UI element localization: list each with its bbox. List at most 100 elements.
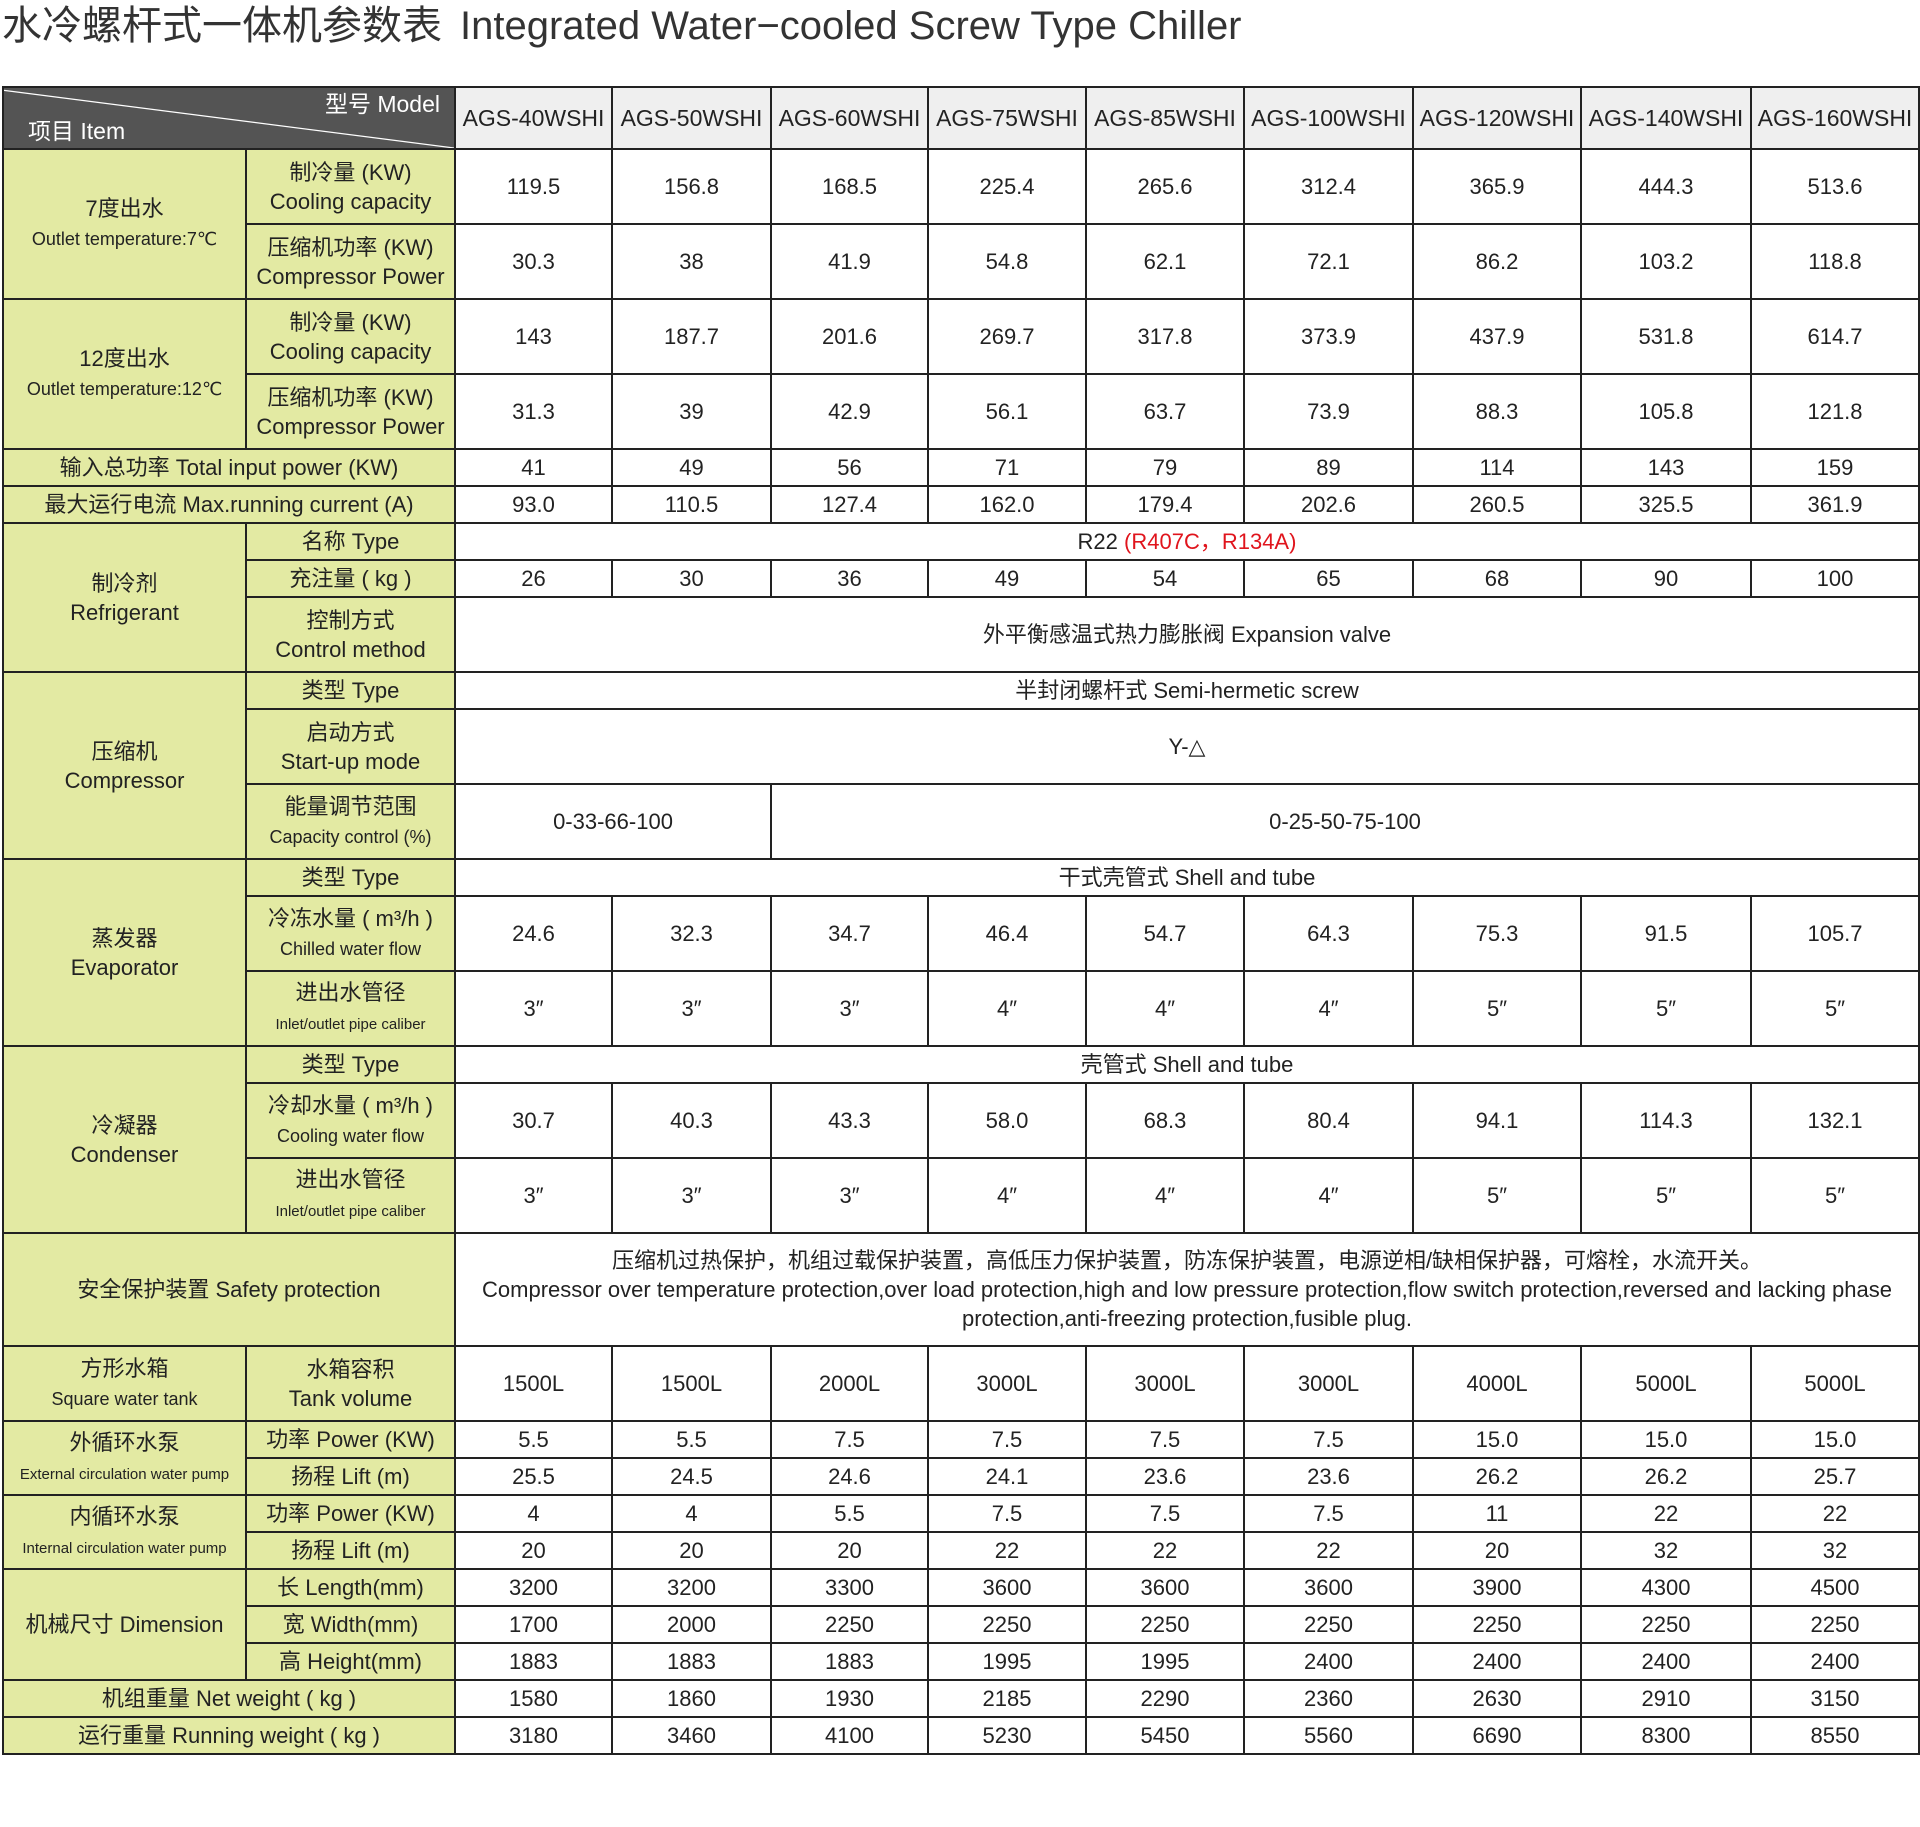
value-cell: 3180 [454, 1716, 613, 1755]
row-label: 冷冻水量 ( m³/h ) Chilled water flow [245, 895, 456, 972]
value-cell: 20 [770, 1531, 929, 1570]
group-label-cn: 机械尺寸 Dimension [25, 1612, 224, 1637]
value-cell: 7.5 [927, 1494, 1087, 1533]
row-label-cn: 进出水管径 [295, 1167, 406, 1192]
merged-value: 半封闭螺杆式 Semi-hermetic screw [1015, 678, 1359, 703]
value-cell: 1930 [770, 1679, 929, 1718]
row-label-cn: 长 Length(mm) [277, 1575, 424, 1600]
value-cell: 317.8 [1085, 298, 1245, 375]
value-cell: 127.4 [770, 485, 929, 524]
value-cell: 4″ [1085, 1157, 1245, 1234]
header-row: 型号 Model 项目 Item AGS-40WSHI AGS-50WSHI AGS… [2, 86, 1920, 150]
row-label-cn: 功率 Power (KW) [266, 1427, 435, 1452]
value-cell: 26.2 [1412, 1457, 1582, 1496]
value-cell: 7.5 [770, 1420, 929, 1459]
value-cell: 6690 [1412, 1716, 1582, 1755]
model-header: AGS-120WSHI [1412, 86, 1582, 150]
merged-value-cell: 干式壳管式 Shell and tube [454, 858, 1920, 897]
value-cell: 88.3 [1412, 373, 1582, 450]
row-label: 充注量 ( kg ) [245, 559, 456, 598]
value-cell: 24.6 [770, 1457, 929, 1496]
group-label-cn: 蒸发器 [91, 925, 158, 951]
table-row: 12度出水 Outlet temperature:12℃ 制冷量 (KW) Cooli… [2, 298, 1920, 450]
table-row: 最大运行电流 Max.running current (A) 93.0 110.5 1… [2, 485, 1920, 524]
value-cell: 41.9 [770, 223, 929, 300]
value-cell: 143 [454, 298, 613, 375]
group-label-cn: 7度出水 [85, 196, 164, 221]
value-cell: 1995 [927, 1642, 1087, 1681]
table-row: 控制方式 Control method 外平衡感温式热力膨胀阀 Expansion … [3, 596, 1920, 673]
row-label-cn: 功率 Power (KW) [266, 1501, 435, 1526]
value-cell: 5560 [1243, 1716, 1414, 1755]
value-cell: 56 [770, 448, 929, 487]
value-cell: 5000L [1750, 1345, 1920, 1422]
value-cell: 7.5 [1243, 1494, 1414, 1533]
value-cell: 2250 [1085, 1605, 1245, 1644]
item-label: 项目 Item [28, 118, 126, 144]
group-label: 压缩机 Compressor [2, 671, 247, 860]
merged-value-cell: R22 (R407C，R134A) [454, 522, 1920, 561]
group-label-en: Internal circulation water pump [22, 1539, 227, 1557]
value-cell: 121.8 [1750, 373, 1920, 450]
model-header: AGS-40WSHI [454, 86, 613, 150]
row-label-cn: 高 Height(mm) [278, 1649, 422, 1674]
value-cell: 23.6 [1085, 1457, 1245, 1496]
value-cell: 4″ [927, 970, 1087, 1047]
row-label: 制冷量 (KW) Cooling capacity [245, 298, 456, 375]
value-cell: 54 [1085, 559, 1245, 598]
group-label: 7度出水 Outlet temperature:7℃ [2, 148, 247, 300]
value-cell: 100 [1750, 559, 1920, 598]
value-cell: 36 [770, 559, 929, 598]
row-label: 宽 Width(mm) [245, 1605, 456, 1644]
group-label-en: Refrigerant [70, 599, 179, 625]
merged-value-cell: 半封闭螺杆式 Semi-hermetic screw [454, 671, 1920, 710]
row-label-en: Inlet/outlet pipe caliber [275, 1203, 426, 1220]
group-label-en: External circulation water pump [19, 1465, 230, 1483]
merged-value-cell: 压缩机过热保护，机组过载保护装置，高低压力保护装置，防冻保护装置，电源逆相/缺相… [454, 1232, 1920, 1347]
group-label-cn: 外循环水泵 [69, 1429, 180, 1455]
table-row: 方形水箱 Square water tank 水箱容积 Tank volume 1500… [2, 1345, 1920, 1422]
value-cell: 1883 [611, 1642, 772, 1681]
value-cell: 202.6 [1243, 485, 1414, 524]
value-cell: 39 [611, 373, 772, 450]
row-label-en: Chilled water flow [279, 938, 422, 959]
value-cell: 8550 [1750, 1716, 1920, 1755]
value-cell: 162.0 [927, 485, 1087, 524]
value-cell: 63.7 [1085, 373, 1245, 450]
row-label: 控制方式 Control method [245, 596, 456, 673]
value-cell: 62.1 [1085, 223, 1245, 300]
value-cell: 3150 [1750, 1679, 1920, 1718]
value-cell: 65 [1243, 559, 1414, 598]
model-header: AGS-160WSHI [1750, 86, 1920, 150]
value-cell: 91.5 [1580, 895, 1752, 972]
row-label-cn: 控制方式 [306, 607, 395, 633]
table-row: 蒸发器 Evaporator 类型 Type 干式壳管式 Shell and tube [2, 858, 1920, 1047]
row-label-en: Compressor Power [256, 413, 445, 439]
value-cell: 20 [454, 1531, 613, 1570]
value-cell: 15.0 [1412, 1420, 1582, 1459]
value-cell: 49 [927, 559, 1087, 598]
value-cell: 24.5 [611, 1457, 772, 1496]
value-cell: 7.5 [927, 1420, 1087, 1459]
merged-value: 壳管式 Shell and tube [1080, 1052, 1294, 1077]
value-cell: 2290 [1085, 1679, 1245, 1718]
value-cell: 105.8 [1580, 373, 1752, 450]
model-label: 型号 Model [324, 91, 440, 117]
row-label: 最大运行电流 Max.running current (A) [2, 485, 456, 524]
value-cell: 5″ [1580, 970, 1752, 1047]
value-cell: 325.5 [1580, 485, 1752, 524]
value-cell: 2250 [1243, 1605, 1414, 1644]
group-label-en: Outlet temperature:7℃ [31, 229, 218, 249]
value-cell: 156.8 [611, 148, 772, 225]
row-label-en: Cooling water flow [276, 1125, 425, 1146]
value-cell: 2400 [1412, 1642, 1582, 1681]
value-cell: 3600 [1085, 1568, 1245, 1607]
value-cell: 513.6 [1750, 148, 1920, 225]
value-cell: 89 [1243, 448, 1414, 487]
table-row: 冷却水量 ( m³/h ) Cooling water flow 30.7 40.3 4… [3, 1082, 1920, 1159]
value-cell: 118.8 [1750, 223, 1920, 300]
value-cell: 2000 [611, 1605, 772, 1644]
row-label: 制冷量 (KW) Cooling capacity [245, 148, 456, 225]
value-cell: 159 [1750, 448, 1920, 487]
value-cell: 2000L [770, 1345, 929, 1422]
